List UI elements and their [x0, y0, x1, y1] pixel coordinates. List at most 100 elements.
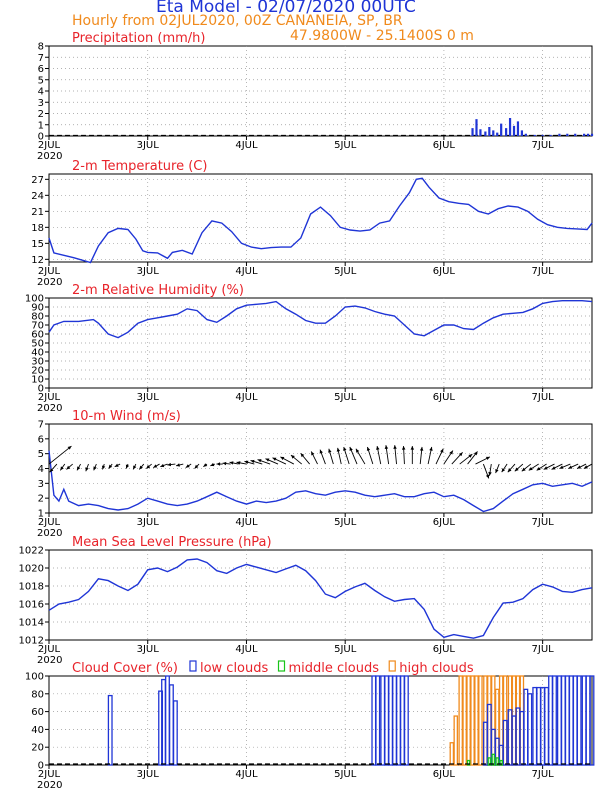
- high-clouds-bar: [466, 675, 471, 766]
- wind-arrowhead: [401, 446, 406, 450]
- rh-xtick-label: 3JUL: [137, 392, 160, 403]
- precip-bar: [492, 130, 495, 136]
- wind-arrowhead: [244, 460, 249, 464]
- temp-ytick-label: 24: [31, 191, 44, 202]
- cloud-ytick-label: 60: [31, 707, 44, 718]
- wind-arrowhead: [495, 469, 499, 474]
- middle-clouds-bar: [499, 759, 503, 766]
- wind-arrowhead: [108, 464, 113, 469]
- precip-bar: [590, 133, 594, 136]
- wind-ytick-label: 4: [38, 464, 44, 475]
- rh-ytick-label: 40: [31, 348, 44, 359]
- cloud-frame: [48, 675, 593, 766]
- mslp-ytick-label: 1022: [19, 546, 44, 557]
- precip-bar: [508, 118, 512, 136]
- low-clouds-bar: [165, 675, 170, 766]
- wind-arrowhead: [366, 446, 371, 451]
- wind-arrowhead: [349, 446, 353, 451]
- rh-panel: [45, 297, 593, 392]
- legend-label: high clouds: [399, 661, 474, 676]
- temp-ytick-label: 21: [31, 207, 44, 218]
- wind-arrowhead: [160, 463, 165, 468]
- wind-arrowhead: [328, 448, 332, 453]
- wind-arrowhead: [559, 465, 564, 469]
- rh-xtick-label: 5JUL: [334, 392, 357, 403]
- temp-xtick-label: 7JUL: [532, 266, 555, 277]
- temp-xtick-label: 5JUL: [334, 266, 357, 277]
- low-clouds-bar: [544, 686, 550, 766]
- precip-ytick-label: 8: [38, 42, 44, 53]
- wind-arrowhead: [290, 455, 295, 459]
- temp-line: [48, 177, 593, 264]
- low-clouds-bar: [564, 675, 570, 766]
- forecast-subtitle: Hourly from 02JUL2020, 00Z CANANEIA, SP,…: [72, 13, 403, 29]
- legend-swatch: [189, 660, 197, 672]
- temp-title: 2-m Temperature (C): [72, 159, 207, 174]
- low-clouds-bar: [548, 675, 553, 766]
- low-clouds-bar: [581, 675, 587, 766]
- wind-arrowhead: [473, 451, 478, 456]
- precip-bar: [512, 125, 516, 136]
- mslp-xtick-label: 5JUL: [334, 644, 357, 655]
- low-clouds-bar: [403, 675, 409, 766]
- mslp-ytick-label: 1016: [19, 600, 44, 611]
- high-clouds-bar: [515, 675, 521, 766]
- rh-xtick-label: 4JUL: [235, 392, 258, 403]
- low-clouds-bar: [568, 675, 574, 766]
- mslp-xtick-label: 6JUL: [433, 644, 456, 655]
- low-clouds-bar: [388, 675, 394, 766]
- mslp-ytick-label: 1020: [19, 564, 44, 575]
- wind-arrowhead: [343, 446, 347, 451]
- wind-arrowhead: [139, 465, 143, 470]
- cloud-year-label: 2020: [37, 780, 62, 791]
- wind-xtick-label: 4JUL: [235, 517, 258, 528]
- wind-year-label: 2020: [37, 528, 62, 539]
- cloud-ytick-label: 0: [38, 761, 44, 772]
- low-clouds-bar: [585, 675, 591, 766]
- precip-ytick-label: 6: [38, 64, 44, 75]
- wind-arrowhead: [216, 462, 221, 466]
- wind-arrowhead: [319, 449, 323, 454]
- wind-arrowhead: [528, 466, 533, 471]
- middle-clouds-bar: [487, 757, 492, 766]
- low-clouds-bar: [482, 721, 488, 766]
- precip-year-label: 2020: [37, 151, 62, 162]
- wind-xtick-label: 7JUL: [532, 517, 555, 528]
- wind-line: [48, 450, 593, 513]
- wind-arrowhead: [280, 456, 285, 461]
- precip-xtick-label: 6JUL: [433, 140, 456, 151]
- precip-bar: [475, 119, 478, 136]
- wind-vector: [48, 445, 72, 465]
- wind-arrowhead: [583, 465, 588, 469]
- precip-bar: [520, 130, 524, 136]
- precip-ytick-label: 5: [38, 75, 44, 86]
- precip-panel: [45, 45, 594, 140]
- low-clouds-bar: [375, 675, 381, 766]
- rh-frame: [48, 297, 593, 389]
- wind-arrowhead: [376, 446, 380, 450]
- wind-ytick-label: 2: [38, 494, 44, 505]
- temp-xtick-label: 2JUL: [38, 266, 61, 277]
- low-clouds-bar: [556, 675, 562, 766]
- cloud-xtick-label: 4JUL: [235, 769, 258, 780]
- wind-arrowhead: [501, 468, 506, 473]
- precip-bar: [566, 133, 569, 136]
- wind-xtick-label: 2JUL: [38, 517, 61, 528]
- wind-arrowhead: [229, 461, 234, 465]
- mslp-frame: [48, 549, 593, 641]
- wind-arrowhead: [300, 453, 305, 458]
- mslp-year-label: 2020: [37, 655, 62, 666]
- mslp-panel: [45, 549, 593, 644]
- low-clouds-bar: [536, 686, 542, 766]
- wind-arrowhead: [250, 459, 255, 464]
- precip-xtick-label: 7JUL: [532, 140, 555, 151]
- precip-bar: [496, 132, 499, 136]
- precip-bar: [549, 134, 552, 136]
- wind-arrowhead: [114, 463, 119, 467]
- high-clouds-bar: [474, 675, 479, 766]
- legend-label: low clouds: [200, 661, 269, 676]
- wind-arrowhead: [468, 454, 473, 458]
- middle-clouds-bar: [495, 757, 499, 766]
- wind-arrowhead: [133, 465, 137, 470]
